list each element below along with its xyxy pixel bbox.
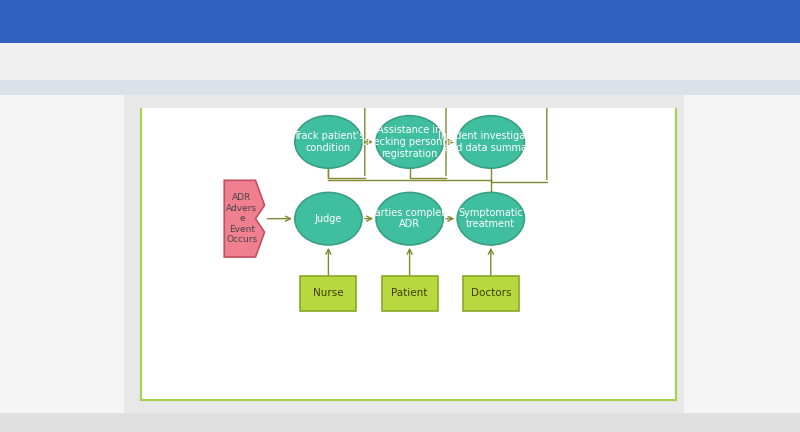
FancyBboxPatch shape <box>418 56 474 90</box>
Polygon shape <box>224 180 265 257</box>
Text: Parties complete
ADR: Parties complete ADR <box>369 208 450 229</box>
Ellipse shape <box>458 192 525 245</box>
FancyBboxPatch shape <box>141 17 288 61</box>
Text: Patient: Patient <box>391 289 428 299</box>
Text: Doctors: Doctors <box>426 68 466 78</box>
FancyBboxPatch shape <box>519 42 574 90</box>
Text: Assistance in
checking personnel
registration: Assistance in checking personnel registr… <box>362 125 458 159</box>
Text: Judge: Judge <box>314 214 342 224</box>
Text: Incident investigation
and data summary: Incident investigation and data summary <box>438 131 544 153</box>
Ellipse shape <box>376 116 443 168</box>
Text: Symptomatic
treatment: Symptomatic treatment <box>458 208 523 229</box>
Text: Nurse: Nurse <box>350 68 380 78</box>
FancyBboxPatch shape <box>337 56 393 90</box>
Text: Adverse Event Process: Adverse Event Process <box>125 32 304 46</box>
FancyBboxPatch shape <box>141 17 675 400</box>
Text: ADR
Advers
e
Event
Occurs: ADR Advers e Event Occurs <box>226 194 258 244</box>
FancyBboxPatch shape <box>301 276 357 311</box>
Ellipse shape <box>458 116 525 168</box>
Text: Doctors: Doctors <box>470 289 511 299</box>
FancyBboxPatch shape <box>462 276 518 311</box>
FancyBboxPatch shape <box>382 276 438 311</box>
Ellipse shape <box>294 116 362 168</box>
Text: Track patient's
condition: Track patient's condition <box>293 131 364 153</box>
Text: Nurse: Nurse <box>313 289 344 299</box>
Polygon shape <box>546 68 569 90</box>
Ellipse shape <box>294 192 362 245</box>
Text: Hospital: Hospital <box>526 61 568 71</box>
FancyBboxPatch shape <box>288 17 675 61</box>
Ellipse shape <box>376 192 443 245</box>
